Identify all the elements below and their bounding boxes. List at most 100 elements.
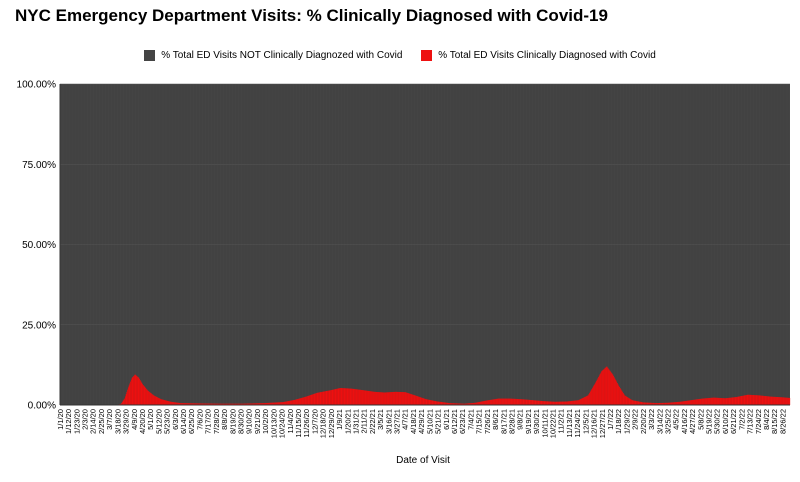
bar-covid [333, 389, 335, 405]
bar-covid [274, 402, 276, 405]
bar-covid [190, 403, 192, 405]
bar-covid [160, 398, 161, 405]
bar-covid [645, 402, 647, 405]
x-tick-label: 4/9/20 [130, 409, 139, 430]
y-tick-label: 0.00% [28, 401, 56, 412]
bar-covid [135, 375, 137, 405]
bar-covid [125, 394, 127, 405]
bar-covid [362, 390, 364, 405]
bar-covid [664, 402, 666, 405]
bar-covid [700, 398, 702, 405]
bar-covid [375, 391, 377, 405]
x-tick-label: 4/7/21 [401, 409, 410, 430]
bar-covid [230, 403, 232, 405]
bar-covid [581, 398, 582, 405]
bar-covid [676, 402, 678, 405]
bar-covid [738, 396, 740, 405]
bar-covid [458, 403, 460, 405]
bar-covid [482, 401, 484, 405]
bar-covid [383, 392, 385, 405]
bar-covid [354, 389, 356, 405]
bar-covid [254, 403, 255, 405]
bar-covid [178, 402, 180, 405]
bar-covid [248, 403, 249, 405]
bar-covid [443, 402, 445, 405]
bar-covid [363, 390, 364, 405]
bar-covid [475, 402, 477, 405]
bar-covid [630, 399, 632, 405]
x-tick-label: 8/17/21 [499, 409, 508, 434]
bar-covid [374, 391, 376, 405]
x-tick-label: 2/25/20 [97, 409, 106, 434]
x-tick-label: 12/29/20 [327, 409, 336, 438]
bar-covid [621, 390, 623, 406]
bar-covid [245, 403, 247, 405]
bar-covid [616, 381, 617, 405]
bar-covid [448, 402, 450, 405]
bar-covid [436, 401, 438, 405]
bar-covid [277, 402, 279, 405]
bar-covid [681, 401, 683, 405]
bar-covid [476, 402, 478, 405]
bar-covid [457, 403, 459, 405]
bar-covid [537, 400, 539, 405]
bar-covid [596, 379, 598, 405]
bar-covid [666, 402, 668, 405]
bar-covid [184, 403, 186, 405]
bar-covid [488, 400, 490, 405]
bar-covid [762, 395, 764, 405]
bar-covid [204, 403, 206, 405]
bar-covid [739, 396, 741, 405]
bar-covid [492, 399, 494, 405]
bar-covid [142, 385, 144, 405]
bar-covid [200, 403, 202, 405]
bar-covid [271, 402, 273, 405]
bar-covid [641, 402, 643, 405]
bar-covid [695, 399, 697, 405]
bar-covid [430, 400, 432, 405]
bar-covid [584, 396, 586, 405]
bar-covid [315, 393, 317, 405]
bar-covid [513, 398, 514, 405]
bar-covid [563, 401, 564, 405]
bar-covid [236, 403, 238, 405]
bar-covid [404, 392, 405, 405]
bar-covid [502, 398, 504, 405]
x-tick-label: 1/1/20 [56, 409, 65, 430]
bar-covid [480, 401, 482, 405]
bar-covid [248, 403, 250, 405]
bar-covid [387, 392, 389, 405]
bar-covid [426, 399, 428, 405]
bar-covid [322, 391, 324, 405]
bar-covid [612, 374, 614, 405]
legend-item-covid[interactable]: % Total ED Visits Clinically Diagnosed w… [421, 50, 656, 61]
bar-covid [419, 396, 420, 405]
bar-covid [650, 402, 652, 405]
x-tick-label: 8/15/22 [770, 409, 779, 434]
x-tick-label: 3/27/21 [393, 409, 402, 434]
bar-covid [451, 403, 453, 405]
bar-covid [566, 401, 568, 405]
legend-swatch-not-covid [144, 50, 156, 61]
bar-covid [395, 391, 397, 405]
bar-covid [222, 403, 224, 405]
x-tick-label: 8/6/21 [491, 409, 500, 430]
x-tick-label: 10/22/21 [549, 409, 558, 438]
bar-covid [669, 402, 670, 405]
bar-covid [763, 395, 765, 405]
bar-covid [696, 399, 698, 405]
bar-covid [310, 395, 311, 405]
bar-covid [216, 403, 218, 405]
bar-covid [174, 402, 176, 405]
bar-covid [128, 385, 130, 405]
bar-covid [242, 403, 244, 405]
bar-covid [180, 403, 182, 405]
bar-covid [417, 396, 419, 405]
bar-covid [544, 401, 546, 405]
legend-item-not-covid[interactable]: % Total ED Visits NOT Clinically Diagnoz… [144, 50, 402, 61]
bar-covid [246, 403, 248, 405]
bar-covid [474, 402, 476, 405]
bar-covid [775, 396, 776, 405]
bar-covid [554, 401, 556, 405]
bar-covid [564, 401, 566, 405]
